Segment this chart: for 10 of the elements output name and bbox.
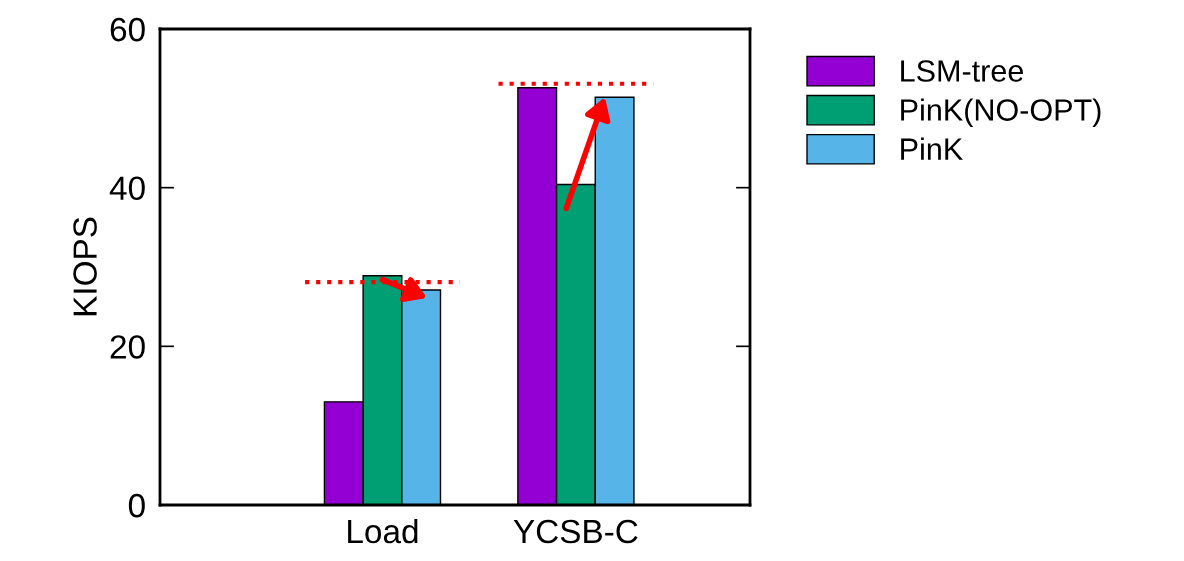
y-tick-label: 60 <box>110 17 145 42</box>
legend-label: PinK <box>901 137 963 160</box>
legend-label: PinK(NO-OPT) <box>901 98 1101 127</box>
y-tick-label: 0 <box>128 493 145 518</box>
x-tick-label: YCSB-C <box>513 519 638 544</box>
y-tick-label: 20 <box>110 335 145 359</box>
y-axis-title: KIOPS <box>73 217 97 316</box>
y-tick-label: 40 <box>109 176 145 201</box>
x-tick-label: Load <box>348 518 418 544</box>
legend-label: LSM-tree <box>901 60 1023 82</box>
